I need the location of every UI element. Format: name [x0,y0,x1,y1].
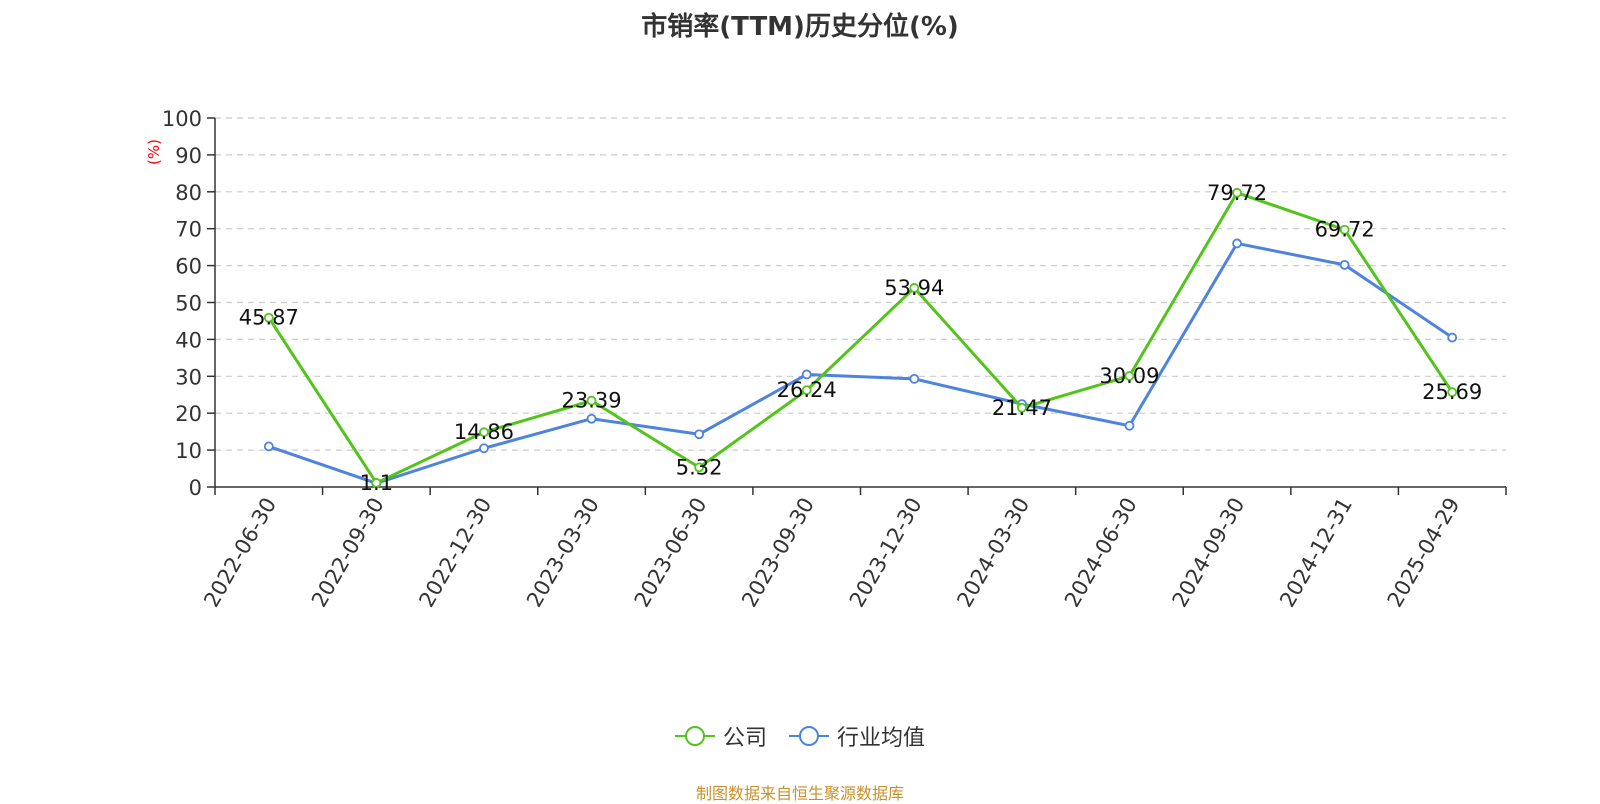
x-tick-label: 2024-06-30 [1060,494,1142,612]
data-point [909,373,920,384]
chart-title: 市销率(TTM)历史分位(%) [641,12,959,42]
legend: 公司 行业均值 [0,720,1600,752]
data-label: 5.32 [676,455,723,479]
series-lines [263,187,1458,489]
axes: 0 10 20 30 40 50 60 70 80 90 100 (%) 2022-06-30 2022-… [145,107,1507,612]
data-point [1339,224,1350,235]
data-point [1232,238,1242,249]
x-tick-label: 2025-04-29 [1383,494,1465,612]
data-label: 26.24 [777,378,837,402]
data-point [1016,402,1027,413]
data-point [694,462,705,473]
legend-item-company[interactable]: 公司 [674,720,767,752]
y-tick-label: 50 [175,292,202,316]
data-point [479,443,489,454]
data-point [263,312,274,323]
legend-marker-industry-icon [789,726,829,746]
data-point [801,385,812,396]
data-point [801,369,812,380]
data-label: 53.94 [884,276,944,300]
x-tick-label: 2023-06-30 [630,494,712,612]
x-tick-label: 2022-09-30 [307,494,389,612]
grid-lines [215,117,1506,451]
source-note: 制图数据来自恒生聚源数据库 [695,784,904,803]
data-point [1232,187,1242,198]
data-label: 1.1 [360,471,393,495]
data-point [1124,371,1135,381]
y-tick-label: 80 [175,181,202,205]
y-tick-label: 30 [175,365,202,389]
y-axis-label: (%) [145,139,163,165]
legend-label-industry-average: 行业均值 [837,726,926,751]
y-tick-label: 0 [189,476,202,500]
y-tick-label: 90 [175,144,202,168]
y-tick-label: 70 [175,218,202,242]
data-label: 23.39 [561,389,621,413]
data-label: 30.09 [1099,364,1159,388]
data-point [479,427,489,438]
x-tick-label: 2023-12-30 [845,494,927,612]
x-tick-label: 2024-03-30 [952,494,1034,612]
legend-item-industry-average[interactable]: 行业均值 [789,720,925,752]
x-tick-label: 2022-12-30 [414,494,496,612]
data-point [371,478,382,488]
data-label: 21.47 [992,396,1052,420]
data-label: 25.69 [1422,380,1482,404]
data-point [1447,387,1458,398]
y-tick-label: 40 [175,328,202,352]
x-tick-label: 2024-09-30 [1168,494,1250,612]
data-point [1339,259,1350,270]
y-tick-label: 100 [162,107,202,131]
y-tick-label: 60 [175,255,202,279]
data-point [586,395,597,406]
legend-marker-company-icon [674,726,715,746]
series-line-0 [267,191,1454,485]
x-tick-label: 2023-03-30 [522,494,604,612]
legend-label-company: 公司 [722,726,767,751]
data-label: 14.86 [454,420,514,444]
x-tick-label: 2022-06-30 [199,494,281,612]
data-point [1447,332,1458,343]
data-label: 45.87 [239,306,299,330]
data-label: 79.72 [1207,181,1267,205]
x-tick-label: 2024-12-31 [1275,494,1357,612]
data-labels: 45.87 1.1 14.86 23.39 5.32 26.24 53.94 21.47 30.… [239,181,1483,495]
y-tick-label: 20 [175,402,202,426]
data-point [263,441,274,452]
x-tick-label: 2023-09-30 [737,494,819,612]
data-point [586,413,597,424]
y-tick-label: 10 [175,439,202,463]
data-point [909,283,920,293]
data-point [694,429,705,440]
data-point [1124,420,1135,431]
series-line-1 [268,241,1454,485]
data-label: 69.72 [1315,218,1375,242]
